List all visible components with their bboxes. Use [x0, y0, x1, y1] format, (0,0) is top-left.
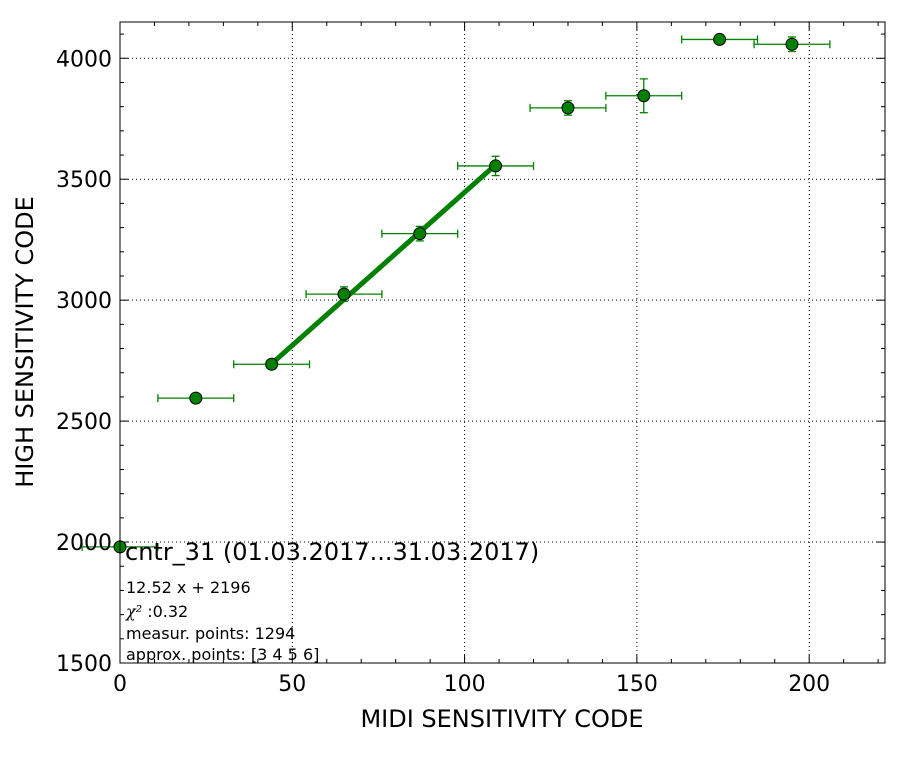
- fit-line-group: [269, 162, 498, 366]
- x-tick-label: 0: [113, 672, 127, 697]
- y-tick-label: 3500: [56, 168, 112, 193]
- data-point: [785, 37, 799, 51]
- y-tick-labels: 1500 2000 2500 3000 3500 4000: [56, 47, 112, 677]
- x-tick-label: 50: [278, 672, 306, 697]
- y-tick-label: 2500: [56, 410, 112, 435]
- data-point: [337, 287, 351, 301]
- x-tick-label: 150: [616, 672, 658, 697]
- annotation-title: cntr_31 (01.03.2017...31.03.2017): [125, 538, 539, 566]
- minor-ticks: [119, 22, 885, 664]
- annotation-approx-points: approx. points: [3 4 5 6]: [126, 645, 319, 664]
- errorbars: [81, 35, 831, 551]
- annotation-equation: 12.52 x + 2196: [126, 578, 251, 597]
- x-axis-label: MIDI SENSITIVITY CODE: [360, 705, 643, 733]
- chi2-symbol: χ²: [125, 602, 142, 621]
- data-point: [489, 159, 503, 173]
- chi2-value: :0.32: [142, 602, 188, 621]
- data-point: [413, 227, 427, 241]
- data-points: [113, 32, 799, 554]
- x-tick-label: 200: [788, 672, 830, 697]
- data-point: [265, 357, 279, 371]
- data-point: [637, 89, 651, 103]
- plot-frame: [119, 21, 886, 664]
- data-point: [713, 32, 727, 46]
- y-tick-label: 3000: [56, 289, 112, 314]
- annotation-chi2: χ² :0.32: [125, 602, 188, 621]
- grid: [120, 22, 885, 663]
- x-tick-labels: 0 50 100 150 200: [113, 672, 830, 697]
- y-axis-label: HIGH SENSITIVITY CODE: [11, 196, 39, 488]
- x-tick-label: 100: [444, 672, 486, 697]
- y-tick-label: 2000: [56, 531, 112, 556]
- data-point: [189, 391, 203, 405]
- y-tick-label: 1500: [56, 652, 112, 677]
- annotation-measur-points: measur. points: 1294: [126, 624, 295, 643]
- data-point: [561, 101, 575, 115]
- fit-line: [269, 162, 498, 366]
- y-tick-label: 4000: [56, 47, 112, 72]
